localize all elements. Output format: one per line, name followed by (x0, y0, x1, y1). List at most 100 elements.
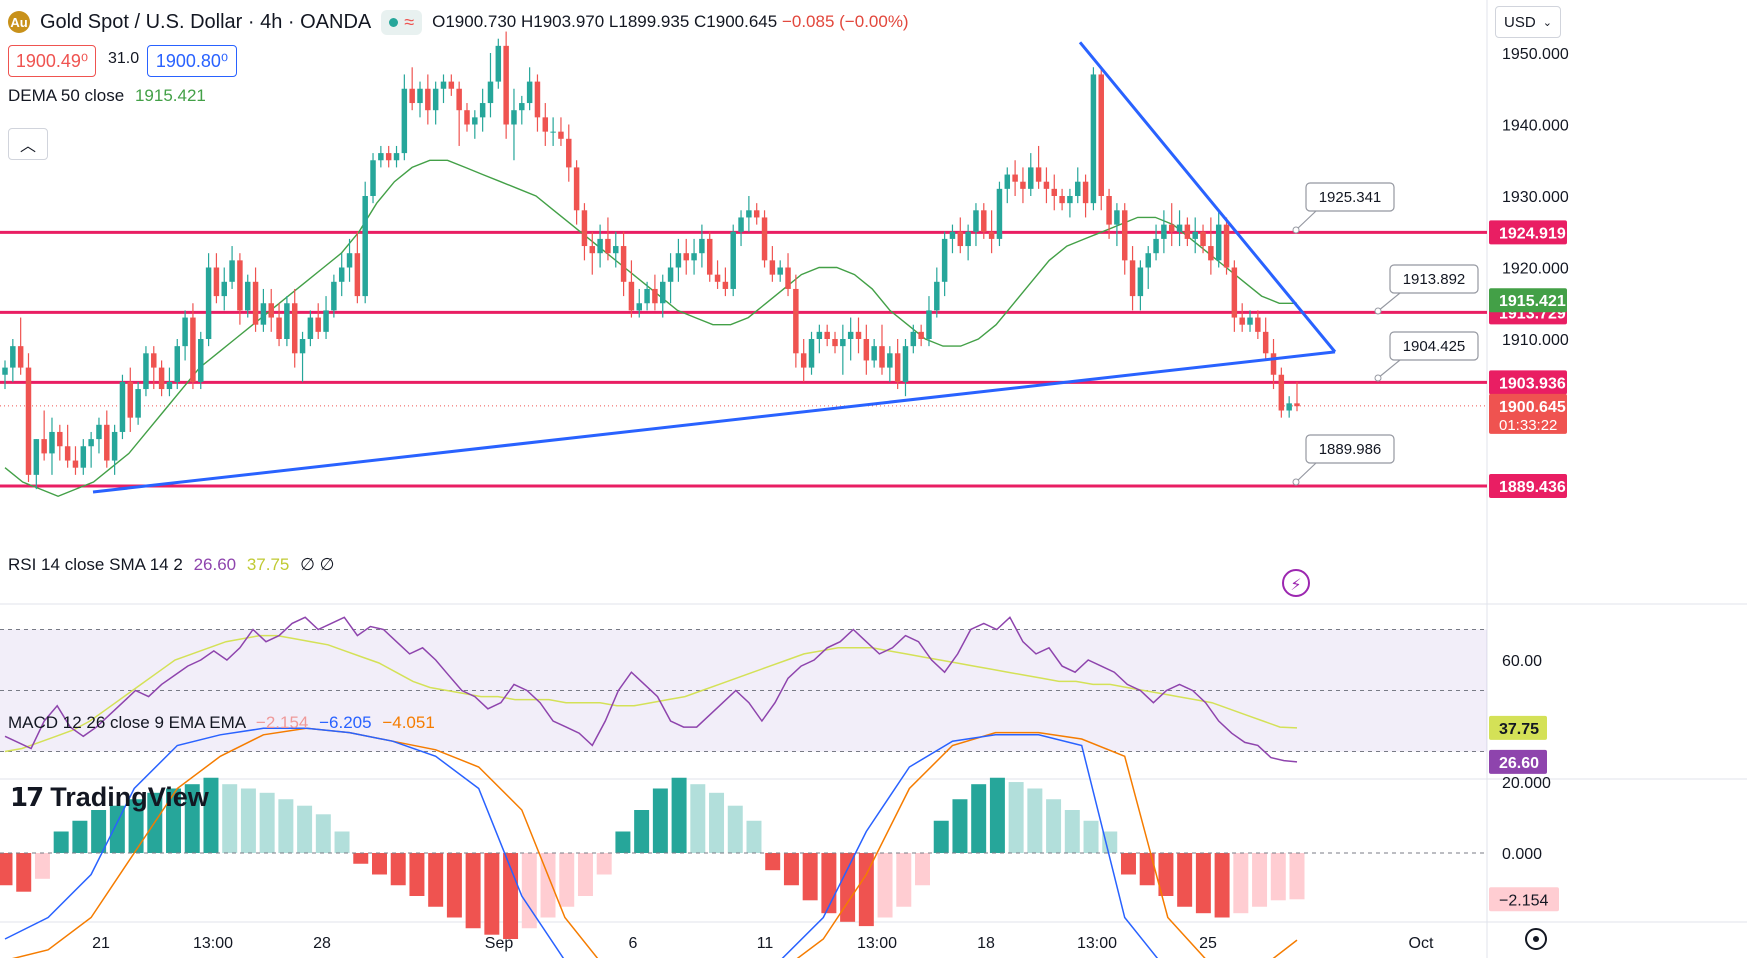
support-level-tag-bg (1489, 370, 1567, 395)
candle-body (988, 231, 995, 239)
candle (174, 339, 181, 390)
candle-body (769, 260, 776, 275)
candle (143, 346, 149, 397)
candle (683, 238, 689, 275)
candle (581, 203, 588, 261)
candle-body (550, 131, 556, 133)
candle-body (57, 431, 63, 447)
candle-body (151, 353, 157, 368)
candle (667, 253, 674, 304)
candle (198, 331, 204, 390)
dema-value: 1915.421 (134, 86, 206, 105)
candle-body (244, 281, 251, 311)
candle (1020, 167, 1026, 204)
time-tick-label: 18 (977, 935, 995, 952)
candle (135, 381, 141, 425)
candle (918, 324, 924, 347)
candle (941, 231, 948, 297)
candle (832, 331, 838, 354)
rsi-sma-value: 37.75 (246, 555, 290, 574)
time-tick-label: Sep (485, 935, 514, 952)
candle (151, 346, 157, 390)
price-tick-label: 1940.000 (1502, 118, 1569, 135)
macd-line-value: −6.205 (319, 713, 372, 732)
candle-body (1004, 174, 1011, 189)
candle (307, 310, 314, 347)
candle (511, 88, 517, 161)
candle-body (628, 281, 635, 311)
candle-body (198, 339, 204, 382)
macd-histogram-bar (1270, 853, 1286, 901)
macd-histogram-bar (166, 788, 182, 853)
candle (926, 296, 932, 347)
callout-pointer (1295, 210, 1317, 231)
sell-price-button[interactable]: 1900.49⁰ (8, 45, 96, 77)
collapse-legend-button[interactable]: ︿ (8, 128, 48, 160)
candle (1098, 67, 1104, 211)
candle-body (1215, 224, 1222, 261)
tradingview-logo[interactable]: 𝟭𝟳 TradingView (10, 782, 209, 813)
candle-body (816, 331, 823, 339)
dema-legend[interactable]: DEMA 50 close 1915.421 (8, 86, 206, 106)
time-tick-label: 6 (629, 935, 638, 952)
candle (1129, 246, 1136, 311)
rsi-tick-label: 20.000 (1502, 775, 1551, 792)
candle-body (613, 246, 619, 254)
macd-histogram-bar (353, 853, 369, 864)
candle-body (691, 253, 697, 261)
macd-histogram-bar (540, 853, 556, 918)
candle (534, 74, 541, 132)
rsi-legend[interactable]: RSI 14 close SMA 14 2 26.60 37.75 ∅ ∅ (8, 555, 334, 575)
candle (573, 160, 580, 225)
buy-price-button[interactable]: 1900.80⁰ (147, 45, 237, 77)
market-status[interactable]: ≈ (381, 9, 423, 35)
candle-body (1145, 253, 1151, 268)
candle-body (1075, 181, 1081, 196)
chart-header: Au Gold Spot / U.S. Dollar · 4h · OANDA … (8, 6, 909, 38)
candle-body (464, 110, 470, 125)
candle-body (1168, 224, 1175, 232)
candle-body (1176, 224, 1183, 232)
macd-histogram-bar (1064, 810, 1080, 853)
macd-histogram-bar (240, 788, 256, 853)
macd-histogram-bar (709, 792, 725, 853)
last-price-tag-bg (1489, 393, 1567, 434)
dema-line (4, 159, 1297, 498)
candle-body (417, 88, 423, 104)
candle-body (323, 310, 329, 332)
candle-body (1121, 210, 1128, 261)
symbol-title[interactable]: Gold Spot / U.S. Dollar · 4h · OANDA (40, 10, 372, 33)
candle-body (1043, 181, 1050, 189)
candle (276, 303, 282, 347)
candle (393, 145, 400, 168)
candle-body (135, 389, 141, 418)
candle-body (714, 274, 721, 282)
chart-settings-icon[interactable] (1525, 928, 1547, 950)
candle (613, 231, 619, 268)
macd-histogram-bar (503, 853, 519, 939)
candle (1145, 246, 1151, 289)
callout-anchor (1374, 374, 1382, 382)
candle-body (941, 238, 948, 282)
candle-body (25, 367, 32, 475)
candle-body (902, 346, 909, 382)
candle-body (1035, 167, 1042, 182)
macd-legend[interactable]: MACD 12 26 close 9 EMA EMA −2.154 −6.205… (8, 713, 435, 733)
callout-pointer (1295, 462, 1317, 483)
candle (1153, 224, 1159, 261)
candle-body (104, 424, 110, 461)
macd-histogram-bar (727, 805, 743, 853)
rsi-line (4, 616, 1298, 763)
candle-body (660, 281, 666, 304)
rsi-value: 26.60 (193, 555, 237, 574)
time-tick-label: 11 (757, 935, 774, 952)
currency-select[interactable]: USD ⌄ (1495, 6, 1561, 38)
candle (1137, 260, 1144, 311)
candle (88, 431, 94, 468)
wave-icon: ≈ (404, 11, 415, 32)
candle-body (88, 439, 94, 447)
time-tick-label: Oct (1409, 935, 1434, 952)
candle-body (409, 88, 415, 104)
candle-body (847, 331, 854, 339)
